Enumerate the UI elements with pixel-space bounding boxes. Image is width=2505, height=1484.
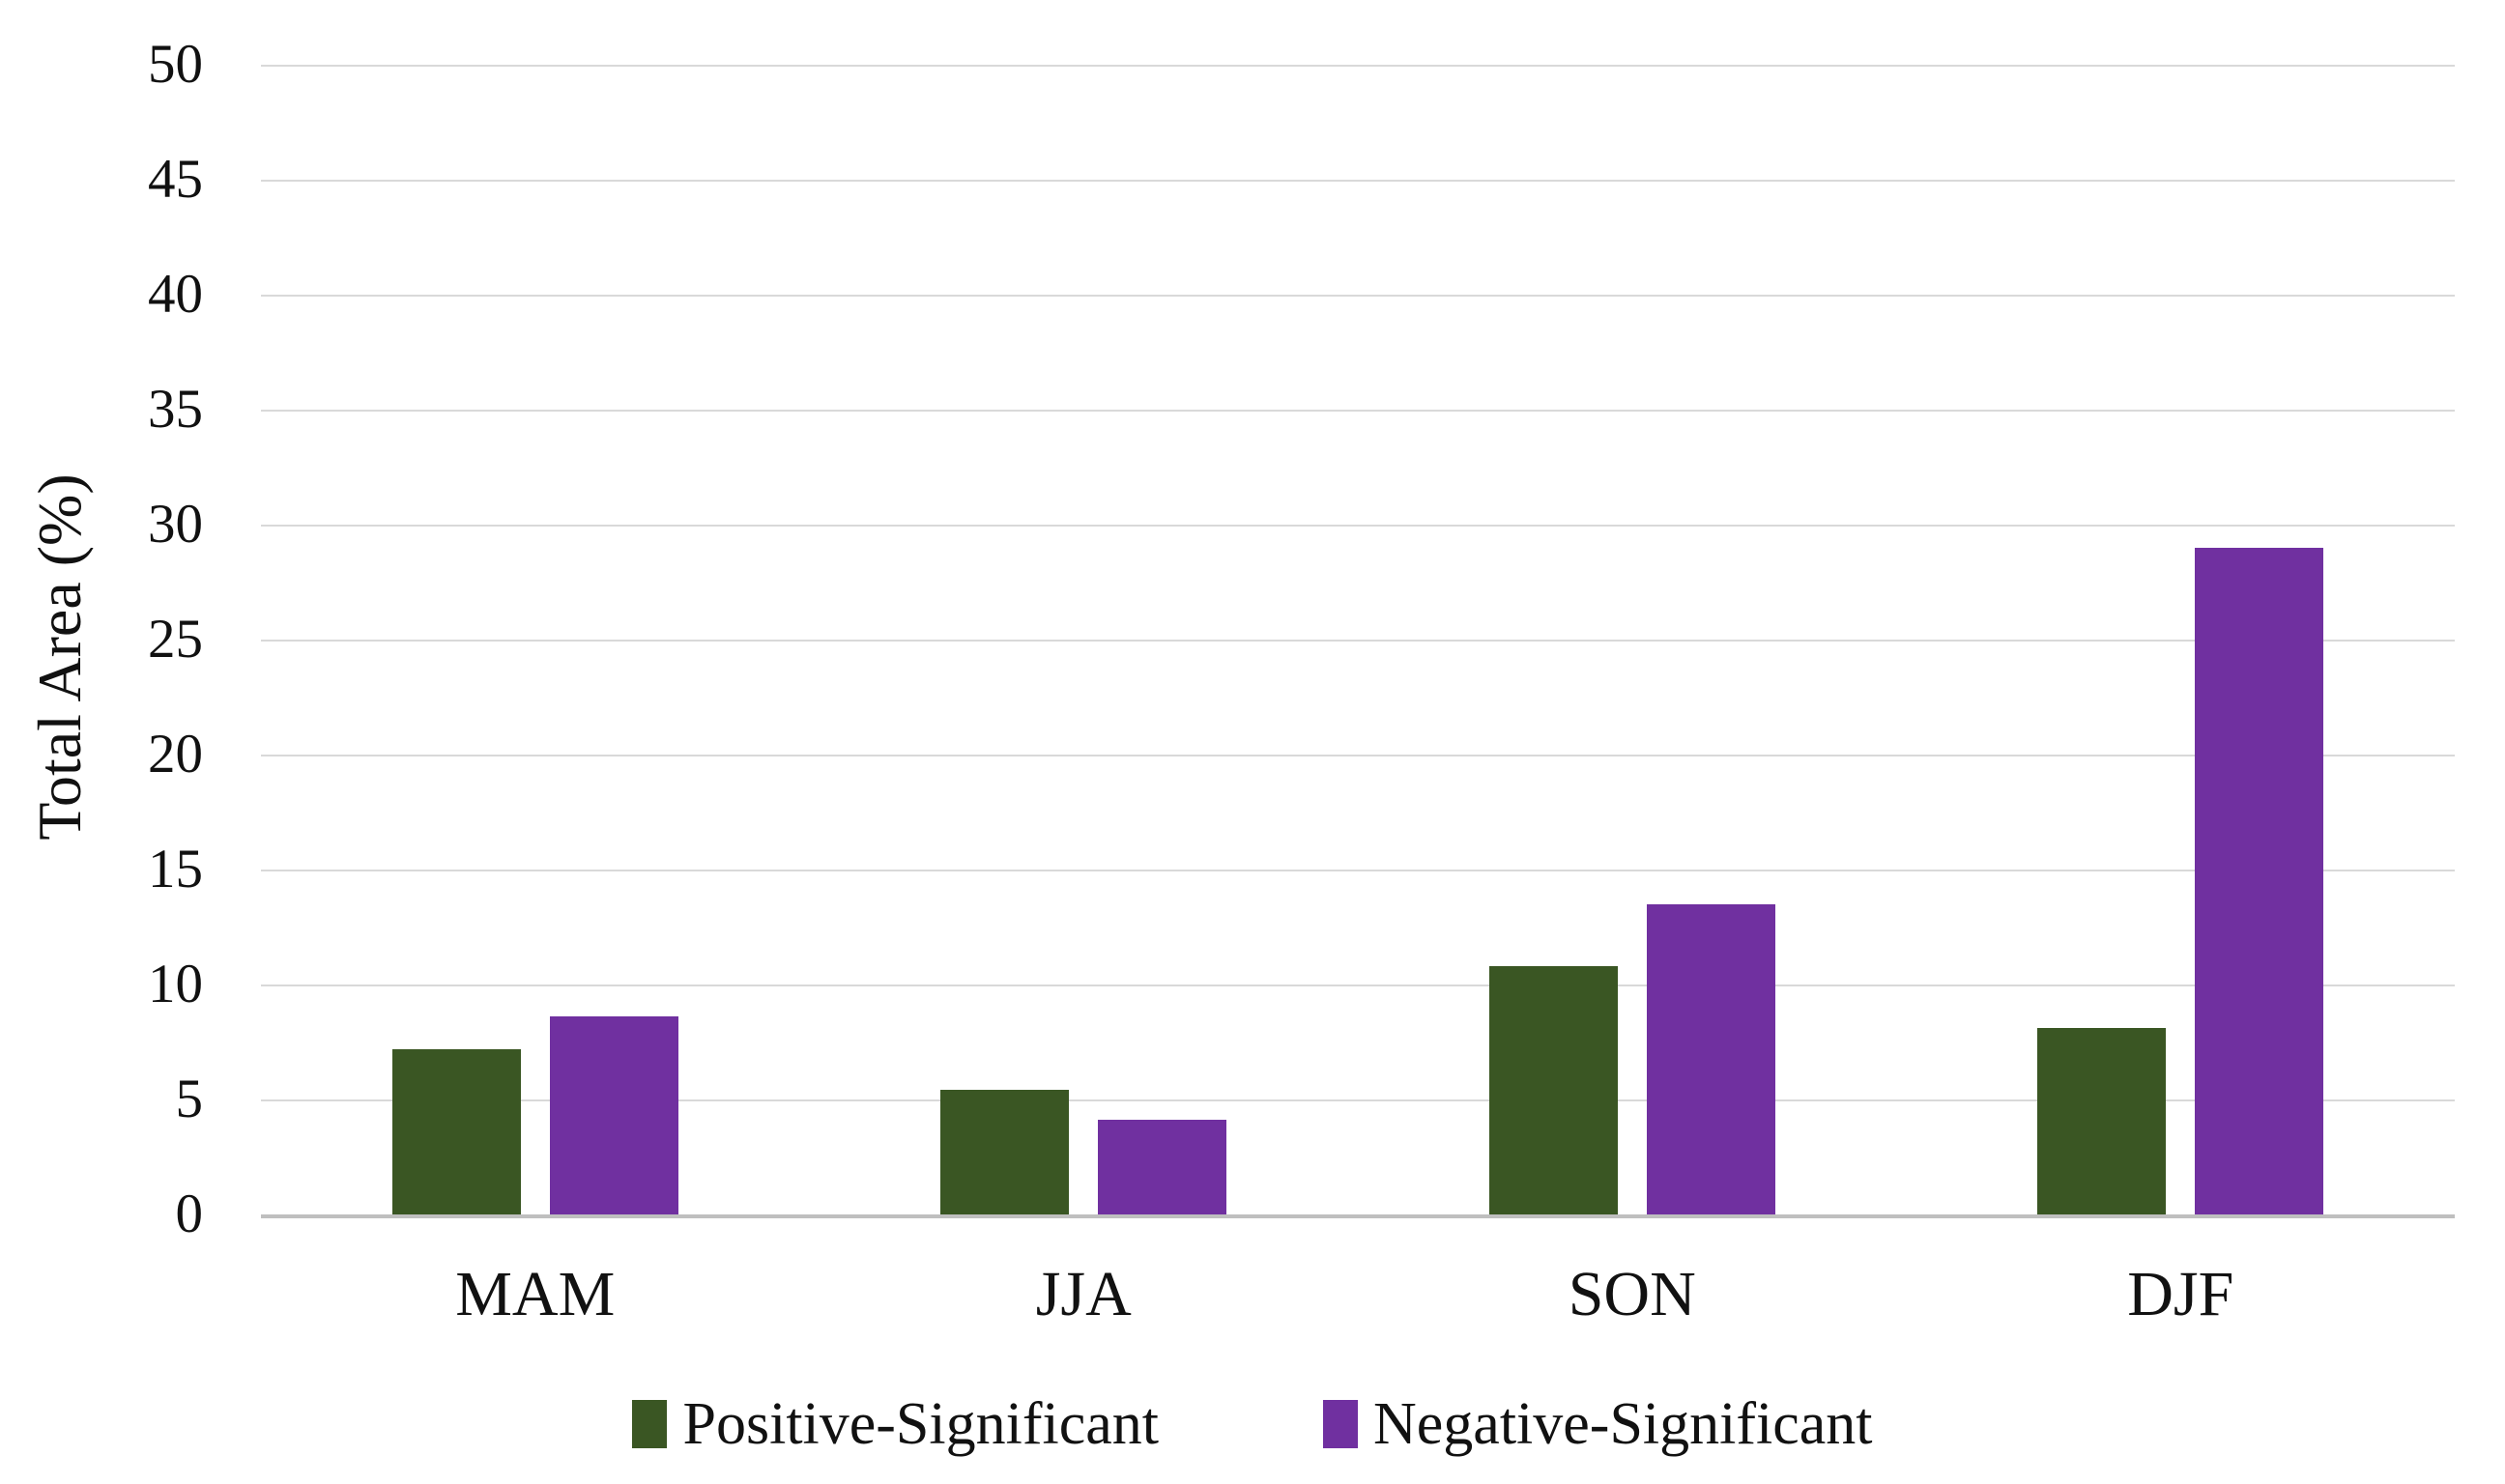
x-tick-label-djf: DJF: [2127, 1259, 2234, 1329]
bar-negative-significant-son: [1646, 903, 1775, 1214]
y-tick-label: 5: [175, 1069, 204, 1129]
y-tick-label: 15: [148, 839, 203, 899]
plot-area: [261, 65, 2455, 1218]
gridline: [261, 65, 2455, 67]
gridline: [261, 870, 2455, 871]
bar-positive-significant-jja: [940, 1090, 1070, 1214]
gridline: [261, 525, 2455, 527]
gridline: [261, 295, 2455, 297]
y-tick-label: 30: [148, 494, 203, 555]
gridline: [261, 410, 2455, 412]
gridline: [261, 640, 2455, 642]
y-tick-label: 35: [148, 379, 203, 440]
y-tick-label: 0: [175, 1184, 204, 1244]
legend-swatch-icon: [632, 1400, 668, 1448]
bar-negative-significant-djf: [2195, 547, 2324, 1214]
y-tick-label: 40: [148, 264, 203, 325]
legend-swatch-icon: [1323, 1400, 1359, 1448]
legend-label: Negative-Significant: [1373, 1391, 1873, 1457]
x-tick-label-jja: JJA: [1035, 1259, 1132, 1329]
bar-positive-significant-djf: [2037, 1028, 2167, 1214]
y-tick-label: 50: [148, 34, 203, 95]
gridline: [261, 755, 2455, 756]
x-tick-label-mam: MAM: [455, 1259, 616, 1329]
legend-label: Positive-Significant: [682, 1391, 1160, 1457]
y-tick-label: 45: [148, 149, 203, 210]
y-tick-label: 20: [148, 724, 203, 785]
gridline: [261, 985, 2455, 986]
y-tick-label: 10: [148, 954, 203, 1014]
legend: Positive-Significant Negative-Significant: [0, 1389, 2505, 1459]
x-axis-baseline: [261, 1214, 2455, 1218]
bar-negative-significant-jja: [1098, 1120, 1227, 1214]
y-tick-label: 25: [148, 609, 203, 670]
bar-positive-significant-mam: [391, 1048, 521, 1214]
gridline: [261, 1099, 2455, 1101]
bar-negative-significant-mam: [549, 1016, 678, 1214]
gridline: [261, 180, 2455, 182]
legend-item-negative-significant: Negative-Significant: [1323, 1389, 1873, 1459]
bar-positive-significant-son: [1488, 965, 1618, 1214]
legend-item-positive-significant: Positive-Significant: [632, 1389, 1159, 1459]
x-tick-label-son: SON: [1568, 1259, 1696, 1329]
